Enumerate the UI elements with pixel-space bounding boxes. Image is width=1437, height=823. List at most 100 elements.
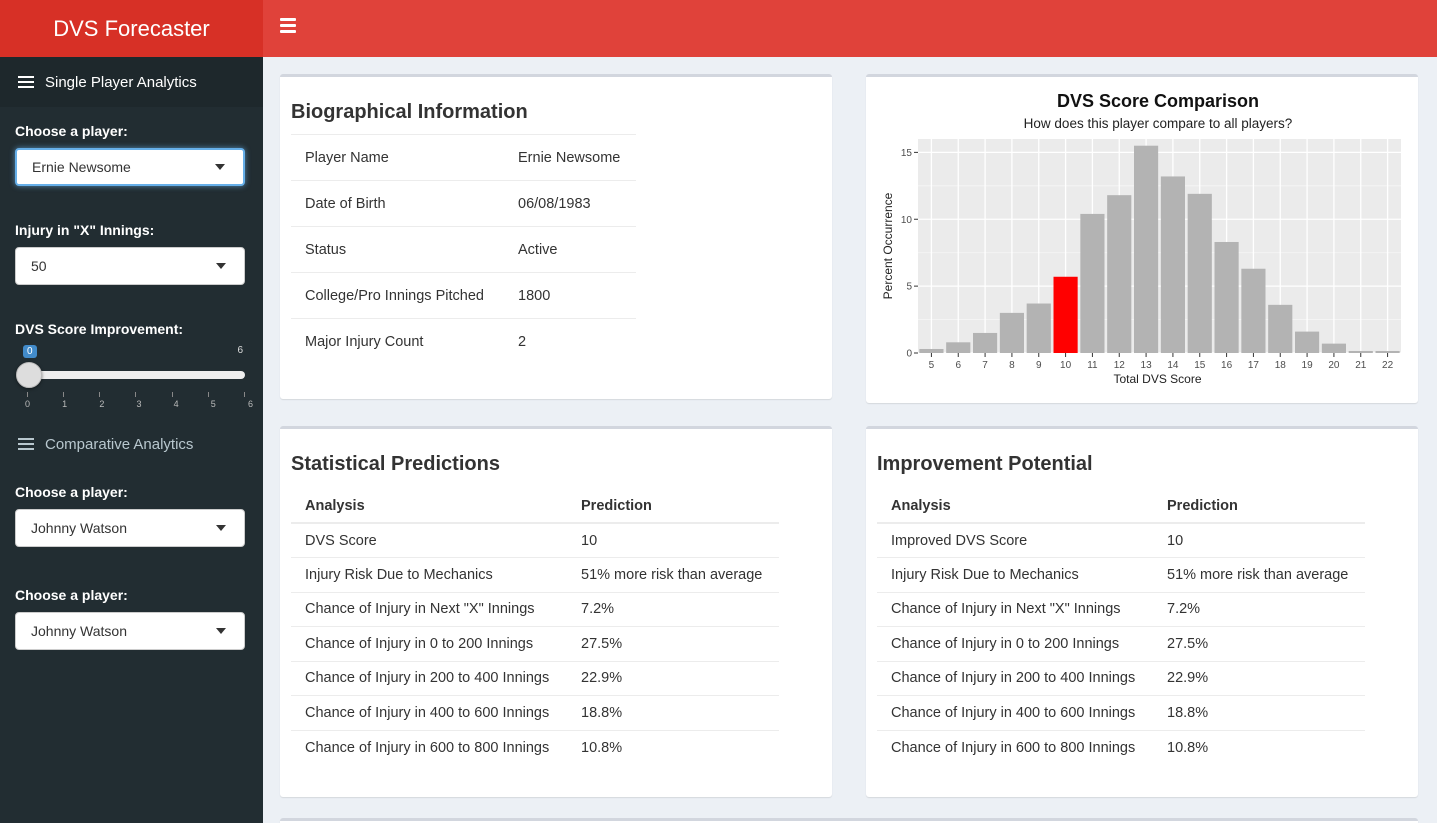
- table-row: Major Injury Count 2: [291, 318, 636, 365]
- slider-tick-label: 4: [173, 399, 179, 409]
- row-label: Date of Birth: [291, 180, 504, 227]
- improve-box: Improvement Potential Analysis Predictio…: [866, 426, 1418, 797]
- chart-bar: [973, 332, 998, 353]
- slider-tick-label: 2: [99, 399, 105, 409]
- row-label: Status: [291, 226, 504, 273]
- table-row: Chance of Injury in 0 to 200 Innings 27.5…: [877, 626, 1365, 661]
- col-analysis-header: Analysis: [877, 490, 1153, 524]
- stats-box: Statistical Predictions Analysis Predict…: [280, 426, 832, 797]
- x-tick-label: 9: [1036, 360, 1042, 371]
- row-label: Improved DVS Score: [891, 532, 1028, 549]
- comp-player2-value: Johnny Watson: [31, 623, 127, 639]
- row-label: Chance of Injury in 200 to 400 Innings: [291, 660, 567, 696]
- row-value: 51% more risk than average: [1153, 557, 1365, 592]
- table-row: Date of Birth 06/08/1983: [291, 180, 636, 227]
- row-value: 22.9%: [567, 660, 779, 696]
- next-box: [280, 818, 1418, 823]
- row-value: 7.2%: [1153, 591, 1365, 627]
- chevron-down-icon: [216, 628, 226, 634]
- row-label: Major Injury Count: [291, 318, 504, 365]
- x-tick-label: 13: [1141, 360, 1153, 371]
- comp-player1-value: Johnny Watson: [31, 520, 127, 536]
- sidebar-item-comparative-analytics[interactable]: Comparative Analytics: [0, 419, 263, 469]
- improve-table: Analysis Prediction Improved DVS Score 10…: [877, 490, 1365, 765]
- table-row: Chance of Injury in 400 to 600 Innings 18…: [877, 695, 1365, 730]
- row-label: Injury Risk Due to Mechanics: [291, 557, 567, 592]
- x-tick-label: 14: [1167, 360, 1179, 371]
- x-tick-label: 8: [1009, 360, 1015, 371]
- chart-bar: [1053, 276, 1078, 353]
- table-row: Injury Risk Due to Mechanics 51% more ris…: [291, 557, 779, 592]
- row-value: 1800: [504, 272, 636, 319]
- chart-bar: [1295, 331, 1320, 353]
- row-label: Chance of Injury in 200 to 400 Innings: [877, 660, 1153, 696]
- table-header-row: Analysis Prediction: [291, 490, 779, 524]
- col-analysis-header: Analysis: [291, 490, 567, 524]
- chart-bar: [1348, 350, 1373, 353]
- slider-handle[interactable]: [16, 362, 42, 388]
- slider-tick-label: 6: [247, 399, 253, 409]
- slider-tick-label: 3: [136, 399, 142, 409]
- innings-select[interactable]: 50: [15, 247, 245, 285]
- chart-bar: [1321, 343, 1346, 353]
- comp-player1-select[interactable]: Johnny Watson: [15, 509, 245, 547]
- chart-title: DVS Score Comparison: [1057, 91, 1259, 111]
- row-label: Chance of Injury in 600 to 800 Innings: [291, 729, 567, 765]
- slider-track[interactable]: [27, 371, 245, 379]
- chart-bar: [1268, 304, 1293, 353]
- slider-value-badge: 0: [23, 345, 37, 358]
- improvement-slider-label: DVS Score Improvement:: [15, 321, 184, 337]
- chart-box: DVS Score Comparison How does this player…: [866, 74, 1418, 403]
- app-brand-title: DVS Forecaster: [0, 0, 263, 57]
- row-label: DVS Score: [305, 532, 377, 549]
- row-value: 10: [581, 532, 598, 549]
- row-value: 27.5%: [1153, 626, 1365, 661]
- slider-tick-label: 5: [210, 399, 216, 409]
- comp-player2-select[interactable]: Johnny Watson: [15, 612, 245, 650]
- row-value: Ernie Newsome: [504, 134, 636, 181]
- table-row: DVS Score 10: [291, 523, 779, 558]
- slider-tick-label: 0: [25, 399, 31, 409]
- slider-tick-label: 1: [62, 399, 68, 409]
- x-tick-label: 17: [1248, 360, 1260, 371]
- list-icon: [18, 438, 34, 450]
- slider-tick-labels: 0 1 2 3 4 5 6: [15, 399, 253, 409]
- row-value: 10: [1167, 532, 1184, 549]
- row-label: Chance of Injury in 0 to 200 Innings: [877, 626, 1153, 661]
- chart-bar: [1214, 241, 1239, 353]
- row-value: Active: [504, 226, 636, 273]
- comp-player1-label: Choose a player:: [15, 484, 128, 500]
- improvement-slider[interactable]: 0 6 0 1 2 3 4 5 6: [15, 345, 253, 415]
- x-tick-label: 10: [1060, 360, 1072, 371]
- chart-bar: [999, 312, 1024, 353]
- x-tick-label: 16: [1221, 360, 1233, 371]
- improve-title: Improvement Potential: [877, 453, 1093, 475]
- row-value: 10.8%: [1153, 729, 1365, 765]
- sidebar-toggle-icon[interactable]: [280, 18, 296, 38]
- chevron-down-icon: [215, 164, 225, 170]
- table-row: Chance of Injury in 400 to 600 Innings 18…: [291, 695, 779, 730]
- x-tick-label: 20: [1328, 360, 1340, 371]
- row-label: Injury Risk Due to Mechanics: [877, 557, 1153, 592]
- table-row: Chance of Injury in 200 to 400 Innings 22…: [291, 660, 779, 696]
- table-row: Chance of Injury in 200 to 400 Innings 22…: [877, 660, 1365, 696]
- table-row: Status Active: [291, 226, 636, 273]
- plot-panel: [918, 139, 1401, 353]
- bio-title: Biographical Information: [291, 101, 528, 123]
- table-row: Chance of Injury in 600 to 800 Innings 10…: [291, 729, 779, 765]
- row-label: Player Name: [291, 134, 504, 181]
- player-select[interactable]: Ernie Newsome: [15, 148, 245, 186]
- sidebar-item-single-player-analytics[interactable]: Single Player Analytics: [0, 57, 263, 107]
- chart-bar: [919, 348, 944, 353]
- stats-title: Statistical Predictions: [291, 453, 500, 475]
- comp-player2-label: Choose a player:: [15, 587, 128, 603]
- row-label: Chance of Injury in 0 to 200 Innings: [291, 626, 567, 661]
- row-value: 2: [504, 318, 636, 365]
- chart-subtitle: How does this player compare to all play…: [1024, 116, 1293, 131]
- innings-select-value: 50: [31, 258, 47, 274]
- bio-table: Player Name Ernie Newsome Date of Birth 06/…: [291, 134, 636, 365]
- x-tick-label: 19: [1302, 360, 1314, 371]
- row-label: Chance of Injury in 400 to 600 Innings: [291, 695, 567, 730]
- y-tick-label: 15: [901, 148, 913, 159]
- table-row: Injury Risk Due to Mechanics 51% more ris…: [877, 557, 1365, 592]
